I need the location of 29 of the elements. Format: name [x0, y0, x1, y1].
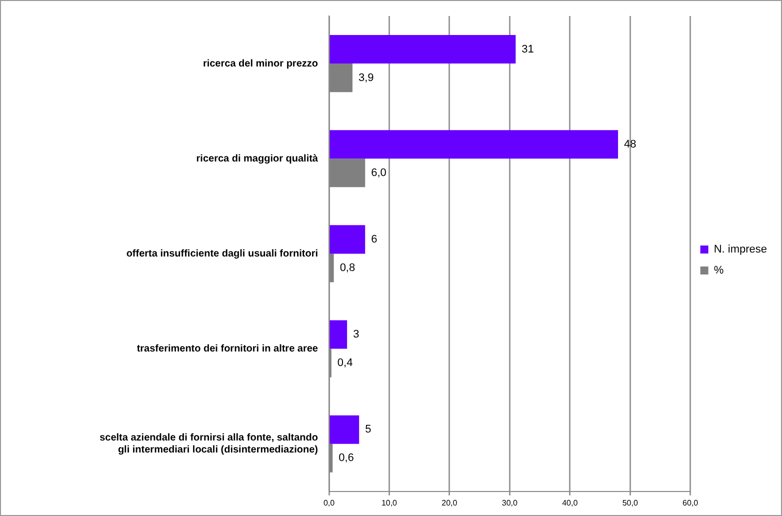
data-label: 31: [522, 43, 534, 56]
x-tick-label: 60,0: [682, 498, 699, 508]
data-label: 48: [624, 138, 636, 150]
x-tick-label: 30,0: [502, 498, 518, 508]
x-tick-label: 10,0: [381, 498, 398, 508]
legend-label: N. imprese: [714, 244, 768, 256]
data-label: 6,0: [371, 166, 386, 179]
data-label: 0,8: [340, 262, 356, 274]
y-tick-label: offerta insufficiente dagli usuali fornitori: [126, 248, 318, 260]
data-label: 6: [371, 233, 378, 246]
x-tick-label: 20,0: [442, 498, 458, 508]
data-label: 3: [353, 328, 360, 341]
bar: [330, 35, 516, 64]
y-tick-label: ricerca del minor prezzo: [202, 58, 318, 70]
bar: [330, 415, 360, 444]
y-tick-label: trasferimento dei fornitori in altre aree: [136, 344, 318, 355]
bar: [330, 320, 348, 349]
y-tick-label: ricerca di maggior qualità: [196, 153, 318, 164]
y-tick-label: scelta aziendale di fornirsi alla fonte, saltando gli intermediari locali (disintermediazione): [100, 432, 318, 456]
data-label: 5: [365, 424, 372, 436]
legend-label: %: [714, 264, 724, 277]
data-label: 0,4: [337, 357, 353, 370]
x-tick-label: 50,0: [622, 498, 638, 508]
x-tick-label: 40,0: [562, 498, 578, 508]
data-label: 3,9: [358, 72, 374, 84]
data-label: 0,6: [338, 452, 354, 464]
x-tick-label: 0,0: [323, 498, 336, 508]
bar: [330, 225, 366, 254]
bar: [330, 130, 618, 159]
